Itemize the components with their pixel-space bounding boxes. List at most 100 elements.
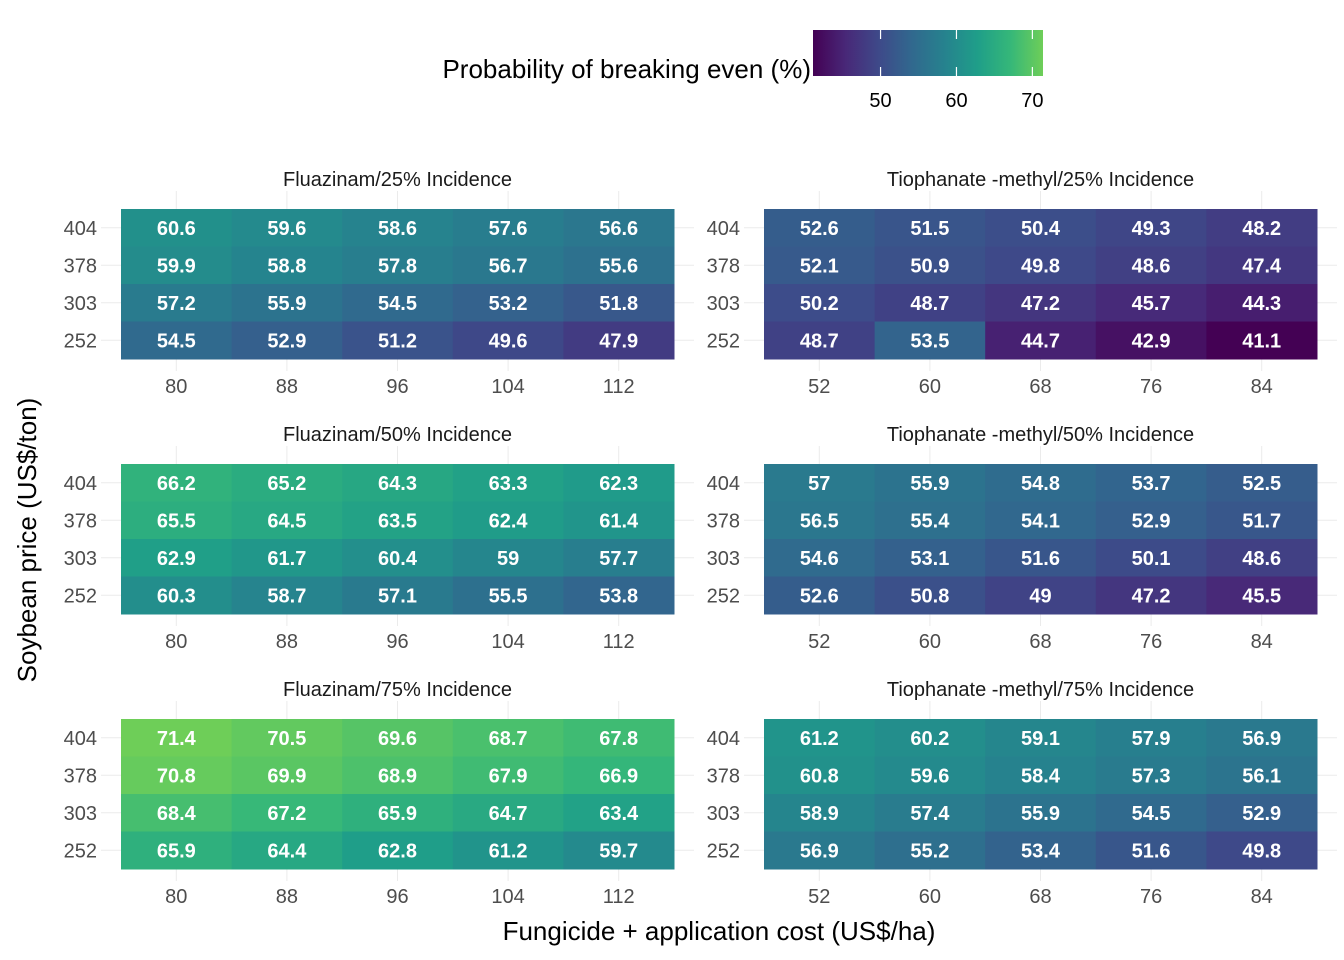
heatmap-cell — [1095, 246, 1207, 285]
heatmap-cell — [874, 794, 986, 832]
facet-panel: Fluazinam/75% Incidence 71.4 70.5 69.6 68.7 6… — [64, 679, 694, 908]
cell-value-label: 57.9 — [1132, 728, 1171, 750]
heatmap-cell — [563, 831, 675, 870]
cell-value-label: 60.8 — [800, 765, 839, 787]
legend-tick-label: 50 — [869, 90, 891, 112]
heatmap-cell — [563, 284, 675, 322]
cell-value-label: 62.8 — [378, 840, 417, 862]
panel-title: Fluazinam/50% Incidence — [283, 424, 512, 446]
heatmap-cell — [342, 539, 454, 577]
x-tick-label: 104 — [491, 631, 524, 653]
heatmap-cell — [231, 719, 343, 757]
x-tick-label: 104 — [491, 886, 524, 908]
cell-value-label: 71.4 — [157, 728, 197, 750]
heatmap-cell — [874, 209, 986, 247]
x-tick-label: 68 — [1029, 631, 1051, 653]
cell-value-label: 57.7 — [599, 548, 638, 570]
heatmap-cell — [342, 794, 454, 832]
cell-value-label: 51.2 — [378, 330, 417, 352]
legend-title: Probability of breaking even (%) — [442, 54, 811, 84]
heatmap-cell — [563, 756, 675, 795]
panel-title: Tiophanate -methyl/50% Incidence — [887, 424, 1194, 446]
panel-title: Tiophanate -methyl/75% Incidence — [887, 679, 1194, 701]
cell-value-label: 45.5 — [1242, 585, 1281, 607]
heatmap-cell — [1206, 246, 1318, 285]
cell-value-label: 56.6 — [599, 218, 638, 240]
heatmap-cell — [764, 539, 876, 577]
x-tick-label: 112 — [603, 376, 635, 398]
heatmap-cell — [1206, 321, 1318, 360]
cell-value-label: 60.4 — [378, 548, 418, 570]
cell-value-label: 67.2 — [267, 803, 306, 825]
panels: Fluazinam/25% Incidence 60.6 59.6 58.6 57.6 5… — [64, 169, 1337, 908]
cell-value-label: 59.6 — [910, 765, 949, 787]
legend-tick-label: 60 — [945, 90, 967, 112]
x-tick-label: 68 — [1029, 376, 1051, 398]
cell-value-label: 52.5 — [1242, 473, 1281, 495]
heatmap-cell — [342, 246, 454, 285]
cell-value-label: 54.6 — [800, 548, 839, 570]
cell-value-label: 53.7 — [1132, 473, 1171, 495]
cell-value-label: 58.6 — [378, 218, 417, 240]
facet-panel: Tiophanate -methyl/75% Incidence 61.2 60.2… — [707, 679, 1337, 908]
cell-value-label: 59.7 — [599, 840, 638, 862]
cell-value-label: 55.6 — [599, 255, 638, 277]
y-axis-label: Soybean price (US$/ton) — [12, 398, 42, 683]
y-tick-label: 404 — [707, 728, 740, 750]
heatmap-cell — [231, 539, 343, 577]
cell-value-label: 53.1 — [910, 548, 949, 570]
heatmap-cell — [121, 284, 233, 322]
heatmap-cell — [1095, 321, 1207, 360]
cell-value-label: 51.6 — [1021, 548, 1060, 570]
cell-value-label: 63.5 — [378, 510, 417, 532]
heatmap-cell — [985, 576, 1097, 615]
heatmap-cell — [121, 756, 233, 795]
cell-value-label: 61.4 — [599, 510, 639, 532]
x-tick-label: 52 — [808, 376, 830, 398]
cell-value-label: 52.6 — [800, 585, 839, 607]
y-tick-label: 303 — [707, 548, 740, 570]
heatmap-cell — [764, 794, 876, 832]
cell-value-label: 53.4 — [1021, 840, 1061, 862]
cell-value-label: 54.8 — [1021, 473, 1060, 495]
cell-value-label: 62.4 — [489, 510, 529, 532]
cell-value-label: 66.9 — [599, 765, 638, 787]
cell-value-label: 59.6 — [267, 218, 306, 240]
y-tick-label: 378 — [64, 255, 97, 277]
x-tick-label: 52 — [808, 886, 830, 908]
cell-value-label: 62.9 — [157, 548, 196, 570]
cell-value-label: 49.8 — [1242, 840, 1281, 862]
heatmap-cell — [231, 284, 343, 322]
heatmap-cell — [764, 464, 876, 502]
heatmap-cell — [452, 209, 564, 247]
cell-value-label: 59 — [497, 548, 519, 570]
cell-value-label: 66.2 — [157, 473, 196, 495]
x-tick-label: 88 — [276, 631, 298, 653]
heatmap-cell — [985, 246, 1097, 285]
cell-value-label: 64.4 — [267, 840, 307, 862]
heatmap-cell — [231, 576, 343, 615]
heatmap-cell — [342, 719, 454, 757]
x-tick-label: 68 — [1029, 886, 1051, 908]
cell-value-label: 44.7 — [1021, 330, 1060, 352]
heatmap-cell — [1206, 539, 1318, 577]
cell-value-label: 56.5 — [800, 510, 839, 532]
cell-value-label: 65.2 — [267, 473, 306, 495]
cell-value-label: 60.3 — [157, 585, 196, 607]
heatmap-cell — [985, 321, 1097, 360]
heatmap-cell — [342, 576, 454, 615]
cell-value-label: 48.7 — [910, 293, 949, 315]
heatmap-cell — [563, 464, 675, 502]
cell-value-label: 60.6 — [157, 218, 196, 240]
y-tick-label: 303 — [64, 548, 97, 570]
heatmap-cell — [563, 719, 675, 757]
cell-value-label: 57.6 — [489, 218, 528, 240]
heatmap-cell — [1095, 794, 1207, 832]
cell-value-label: 54.1 — [1021, 510, 1060, 532]
cell-value-label: 57.1 — [378, 585, 417, 607]
heatmap-cell — [764, 576, 876, 615]
heatmap-cell — [231, 209, 343, 247]
heatmap-cell — [1206, 209, 1318, 247]
cell-value-label: 68.4 — [157, 803, 197, 825]
y-tick-label: 303 — [64, 803, 97, 825]
